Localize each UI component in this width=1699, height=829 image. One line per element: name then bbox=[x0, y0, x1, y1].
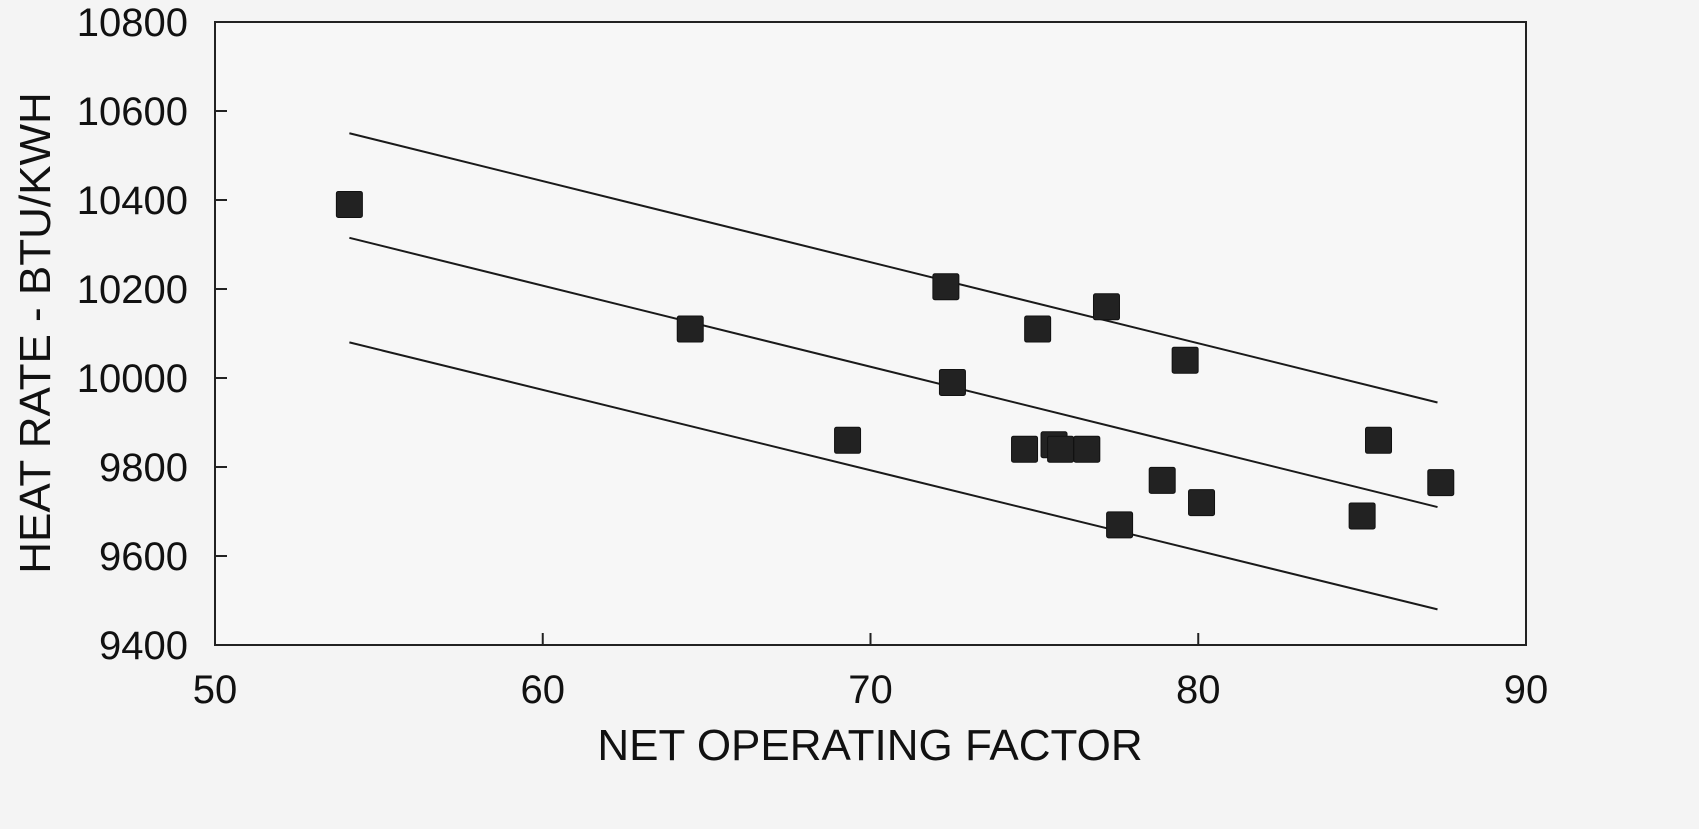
x-tick-label: 90 bbox=[1504, 668, 1549, 712]
data-point bbox=[938, 368, 966, 396]
x-tick-label: 70 bbox=[848, 668, 893, 712]
data-point bbox=[1148, 466, 1176, 494]
x-axis: 50 60 70 80 90 bbox=[193, 633, 1549, 712]
y-tick-label: 10800 bbox=[77, 1, 188, 45]
y-tick-label: 10000 bbox=[77, 357, 188, 401]
plot-area bbox=[214, 21, 1527, 646]
y-tick-label: 10400 bbox=[77, 179, 188, 223]
y-tick-label: 10600 bbox=[77, 90, 188, 134]
x-axis-title: NET OPERATING FACTOR bbox=[597, 721, 1142, 770]
data-point bbox=[1188, 489, 1216, 517]
data-point bbox=[1092, 293, 1120, 321]
data-point bbox=[1024, 315, 1052, 343]
x-tick-label: 80 bbox=[1176, 668, 1221, 712]
y-tick-label: 9600 bbox=[99, 535, 188, 579]
data-point bbox=[1047, 435, 1075, 463]
data-point bbox=[676, 315, 704, 343]
x-tick-label: 50 bbox=[193, 668, 238, 712]
data-point bbox=[1348, 502, 1376, 530]
data-point bbox=[1171, 346, 1199, 374]
y-tick-label: 9400 bbox=[99, 624, 188, 668]
data-points bbox=[335, 190, 1455, 539]
y-tick-label: 10200 bbox=[77, 268, 188, 312]
data-point bbox=[1365, 426, 1393, 454]
regression-lines bbox=[349, 132, 1438, 611]
data-point bbox=[834, 426, 862, 454]
data-point bbox=[932, 273, 960, 301]
data-point bbox=[1427, 469, 1455, 497]
y-axis: 9400 9600 9800 10000 10200 10400 10600 10800 bbox=[77, 1, 227, 668]
y-axis-title: HEAT RATE - BTU/KWH bbox=[11, 92, 60, 574]
data-point bbox=[1106, 511, 1134, 539]
upper-line bbox=[349, 132, 1438, 404]
data-point bbox=[1073, 435, 1101, 463]
data-point bbox=[335, 190, 363, 218]
x-tick-label: 60 bbox=[521, 668, 566, 712]
y-tick-label: 9800 bbox=[99, 446, 188, 490]
lower-line bbox=[349, 341, 1438, 611]
fit-line bbox=[349, 236, 1438, 509]
data-point bbox=[1011, 435, 1039, 463]
